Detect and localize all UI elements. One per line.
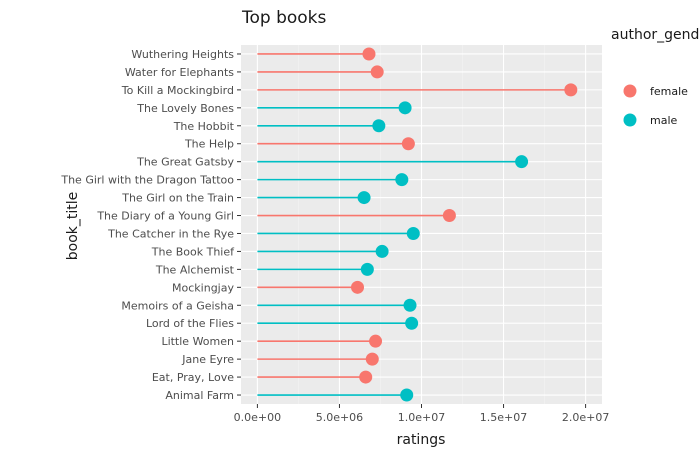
lollipop-point: [362, 47, 376, 61]
lollipop-point: [406, 226, 420, 240]
y-tick-label: Water for Elephants: [125, 66, 234, 79]
y-tick-label: The Book Thief: [151, 245, 235, 258]
legend-label-female: female: [650, 85, 688, 98]
y-tick-label: The Girl on the Train: [121, 192, 234, 205]
y-tick-label: The Girl with the Dragon Tattoo: [60, 174, 234, 187]
y-tick-label: The Lovely Bones: [136, 102, 234, 115]
lollipop-point: [360, 262, 374, 276]
y-axis: Wuthering Heights Water for Elephants To K…: [60, 48, 241, 402]
legend-key-male: [623, 113, 637, 127]
lollipop-point: [564, 83, 578, 97]
legend-label-male: male: [650, 114, 678, 127]
lollipop-point: [403, 298, 417, 312]
y-tick-label: The Alchemist: [155, 263, 235, 276]
legend: author_gender female male: [611, 27, 700, 127]
y-tick-label: The Help: [184, 138, 234, 151]
lollipop-point: [400, 388, 414, 402]
lollipop-point: [372, 119, 386, 133]
lollipop-point: [398, 101, 412, 115]
lollipop-point: [369, 334, 383, 348]
y-tick-label: The Catcher in the Rye: [107, 227, 234, 240]
lollipop-point: [359, 370, 373, 384]
x-axis-title: ratings: [397, 432, 446, 448]
y-tick-label: Little Women: [161, 335, 234, 348]
lollipop-stems: [257, 53, 571, 396]
y-tick-label: The Great Gatsby: [136, 156, 234, 169]
x-tick-label: 5.0e+06: [316, 411, 363, 424]
y-tick-label: Jane Eyre: [181, 353, 234, 366]
lollipop-point: [395, 173, 409, 187]
lollipop-point: [515, 155, 529, 169]
x-tick-label: 1.5e+07: [480, 411, 527, 424]
y-tick-label: Lord of the Flies: [146, 317, 234, 330]
y-tick-label: Mockingjay: [172, 281, 234, 294]
lollipop-point: [370, 65, 384, 79]
y-tick-label: The Diary of a Young Girl: [96, 210, 234, 223]
lollipop-point: [442, 209, 456, 223]
y-tick-label: Eat, Pray, Love: [152, 371, 234, 384]
x-axis: 0.0e+00 5.0e+06 1.0e+07 1.5e+07 2.0e+07: [234, 404, 609, 424]
legend-key-female: [623, 84, 637, 98]
lollipop-point: [365, 352, 379, 366]
x-tick-label: 1.0e+07: [398, 411, 445, 424]
lollipop-point: [351, 280, 365, 294]
chart-title: Top books: [241, 8, 327, 28]
y-tick-label: Wuthering Heights: [131, 48, 234, 61]
y-tick-label: Memoirs of a Geisha: [121, 299, 234, 312]
legend-title: author_gender: [611, 27, 700, 43]
y-axis-title: book_title: [65, 192, 81, 261]
lollipop-point: [405, 316, 419, 330]
lollipop-point: [401, 137, 415, 151]
y-tick-label: The Hobbit: [173, 120, 235, 133]
y-tick-label: Animal Farm: [165, 389, 234, 402]
lollipop-points: [351, 47, 578, 402]
x-tick-label: 2.0e+07: [562, 411, 609, 424]
y-tick-label: To Kill a Mockingbird: [121, 84, 234, 97]
grid-lines: [241, 45, 602, 404]
x-tick-label: 0.0e+00: [234, 411, 281, 424]
lollipop-point: [375, 244, 389, 258]
lollipop-point: [357, 191, 371, 205]
